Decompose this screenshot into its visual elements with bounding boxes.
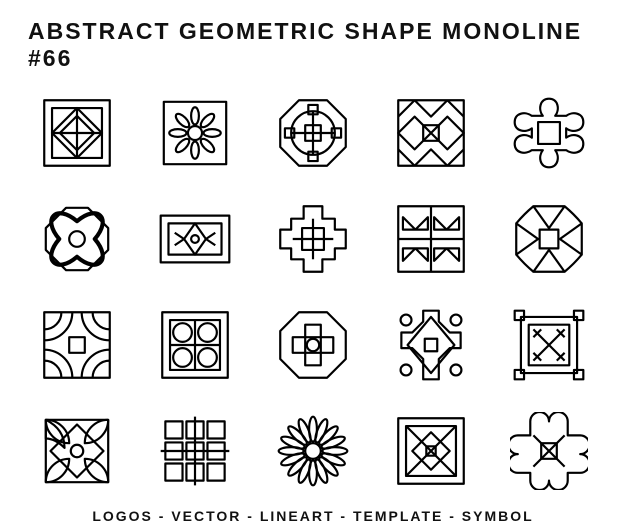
icon-corner-petals-diamond (38, 412, 116, 490)
icon-diamond-square (38, 94, 116, 172)
icon-arrow-square (156, 200, 234, 278)
icon-arch-quatrefoil (510, 412, 588, 490)
icon-octagon-cross (274, 94, 352, 172)
icon-nine-square (156, 412, 234, 490)
icon-x-square (510, 306, 588, 384)
icon-daisy-flower (274, 412, 352, 490)
icon-chevron-square (392, 200, 470, 278)
icon-circle-grid-square (156, 306, 234, 384)
icon-bowtie-cross (510, 200, 588, 278)
page-title: ABSTRACT GEOMETRIC SHAPE MONOLINE #66 (28, 18, 598, 72)
footer-text: LOGOS - VECTOR - LINEART - TEMPLATE - SY… (28, 508, 598, 524)
icon-step-cross (274, 200, 352, 278)
icon-quarter-circles-square (38, 306, 116, 384)
icon-diamond-tiles (392, 94, 470, 172)
icon-grid (28, 86, 598, 498)
icon-x-diamond-square (392, 412, 470, 490)
icon-octagon-bars (274, 306, 352, 384)
icon-diamond-cross (392, 306, 470, 384)
icon-flower-square (156, 94, 234, 172)
icon-petal-octagon (38, 200, 116, 278)
icon-quatrefoil-cross (510, 94, 588, 172)
